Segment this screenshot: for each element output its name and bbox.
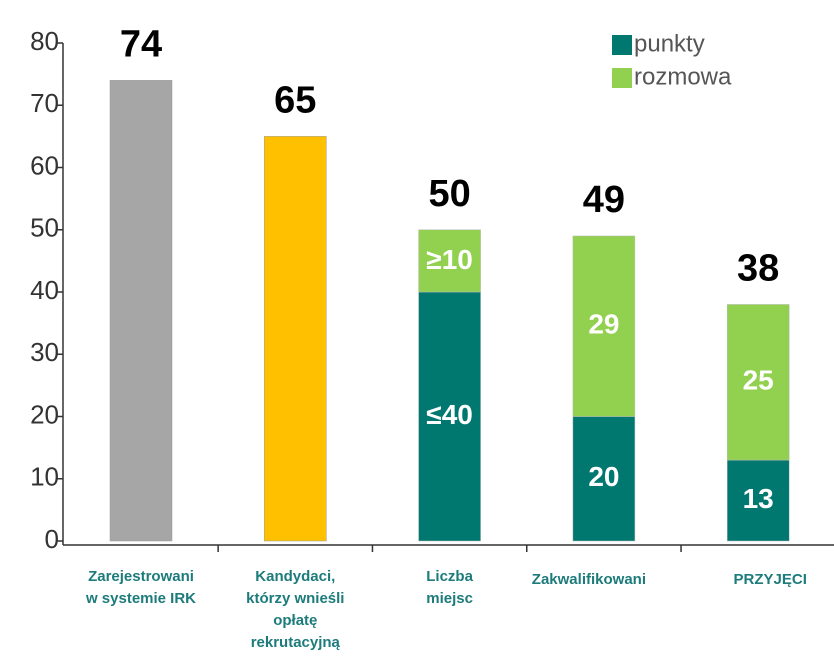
bar-segment bbox=[572, 235, 636, 417]
x-tick-label: opłatę bbox=[273, 612, 317, 629]
data-label: 25 bbox=[743, 365, 774, 396]
y-tick-label: 70 bbox=[30, 88, 59, 118]
y-tick-label: 20 bbox=[30, 399, 59, 429]
x-tick-label: Liczba bbox=[426, 568, 473, 585]
total-label: 65 bbox=[274, 79, 316, 121]
total-label: 38 bbox=[737, 247, 779, 289]
data-label: ≥10 bbox=[426, 244, 473, 275]
x-tick-label: rekrutacyjną bbox=[251, 634, 341, 651]
legend-swatch bbox=[612, 35, 632, 55]
bar-segment bbox=[572, 416, 636, 542]
legend-label: punkty bbox=[634, 30, 705, 57]
bar-segment bbox=[418, 291, 481, 542]
x-tick-label: PRZYJĘCI bbox=[734, 571, 807, 588]
data-label: 29 bbox=[588, 309, 619, 340]
bar-segment bbox=[418, 229, 481, 293]
y-tick-label: 10 bbox=[30, 462, 59, 492]
y-tick-label: 80 bbox=[30, 26, 59, 56]
x-tick-label: miejsc bbox=[426, 590, 473, 607]
x-tick-label: w systemie IRK bbox=[85, 590, 196, 607]
y-tick-label: 0 bbox=[45, 524, 59, 554]
total-label: 74 bbox=[120, 23, 162, 65]
x-tick-label: Kandydaci, bbox=[255, 568, 335, 585]
y-tick-label: 60 bbox=[30, 150, 59, 180]
total-label: 49 bbox=[583, 179, 625, 221]
total-label: 50 bbox=[428, 173, 470, 215]
x-tick-label: Zarejestrowani bbox=[88, 568, 194, 585]
legend-swatch bbox=[612, 68, 632, 88]
y-tick-label: 30 bbox=[30, 337, 59, 367]
legend-label: rozmowa bbox=[634, 63, 732, 90]
bar bbox=[109, 80, 173, 542]
data-label: ≤40 bbox=[426, 399, 473, 430]
bar-segment bbox=[726, 304, 790, 461]
x-tick-label: Zakwalifikowani bbox=[532, 571, 646, 588]
bar bbox=[264, 136, 327, 542]
y-tick-label: 40 bbox=[30, 275, 59, 305]
data-label: 20 bbox=[588, 461, 619, 492]
data-label: 13 bbox=[743, 483, 774, 514]
y-tick-label: 50 bbox=[30, 213, 59, 243]
x-tick-label: którzy wnieśli bbox=[246, 590, 344, 607]
bar-segment bbox=[726, 459, 790, 542]
